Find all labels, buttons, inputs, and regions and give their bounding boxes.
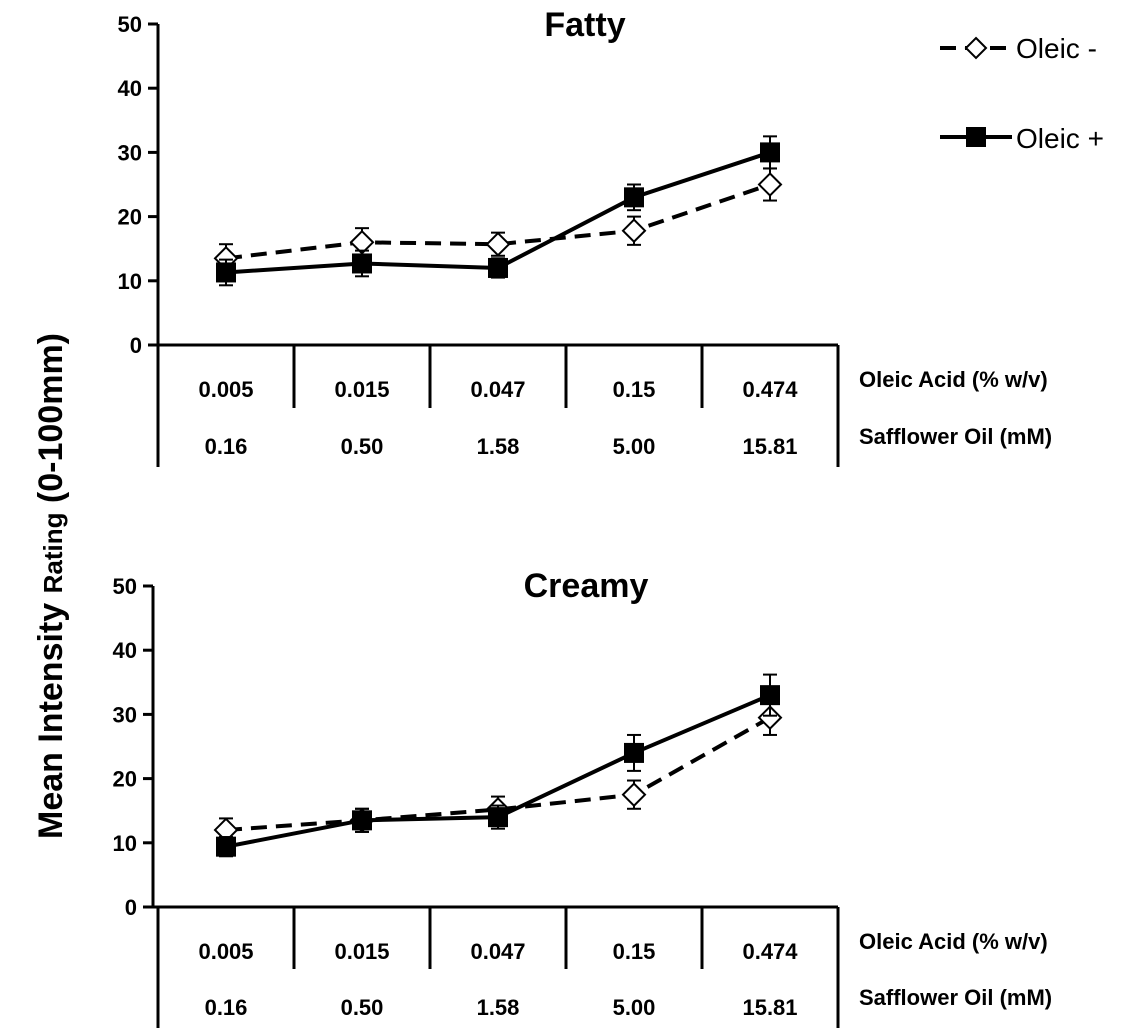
creamy-panel: Creamy 0 10 20 30 40 50 0.005 0.015 0.047 0.15 0.47…: [113, 567, 1052, 1028]
y-tick-label: 0: [130, 333, 142, 358]
y-tick-label: 0: [125, 895, 137, 920]
data-point-oleic-plus: [760, 142, 780, 163]
category-label: 0.16: [205, 434, 248, 459]
legend-marker-oleic-plus: [966, 127, 986, 147]
y-axis-title: Mean Intensity Rating (0-100mm): [32, 333, 70, 839]
data-point-oleic-plus: [216, 836, 236, 857]
data-point-oleic-plus: [352, 810, 372, 831]
fatty-panel: Fatty 0 10 20 30 40 50 0.005 0.015 0.047 0.15 0.474…: [118, 6, 1052, 467]
category-label: 0.474: [742, 939, 798, 964]
category-label: 5.00: [613, 995, 656, 1020]
category-row-label: Safflower Oil (mM): [859, 985, 1052, 1010]
y-tick-label: 40: [118, 76, 142, 101]
legend-item-oleic-plus: Oleic +: [940, 123, 1104, 154]
y-tick-label: 20: [118, 205, 142, 230]
category-label: 0.15: [613, 939, 656, 964]
category-label: 15.81: [742, 434, 797, 459]
y-tick-label: 40: [113, 638, 137, 663]
legend-marker-oleic-minus: [964, 36, 988, 60]
category-label: 0.15: [613, 377, 656, 402]
y-tick-label: 20: [113, 767, 137, 792]
y-tick-label: 10: [113, 831, 137, 856]
category-label: 15.81: [742, 995, 797, 1020]
legend-item-oleic-minus: Oleic -: [940, 33, 1097, 64]
data-point-oleic-plus: [624, 742, 644, 763]
y-tick-label: 50: [113, 574, 137, 599]
legend-label-oleic-minus: Oleic -: [1016, 33, 1097, 64]
category-label: 0.015: [334, 939, 389, 964]
chart-title: Creamy: [524, 567, 649, 605]
y-tick-label: 30: [118, 140, 142, 165]
data-point-oleic-plus: [624, 187, 644, 208]
category-label: 0.015: [334, 377, 389, 402]
category-row-label: Oleic Acid (% w/v): [859, 367, 1048, 392]
data-point-oleic-plus: [352, 253, 372, 274]
category-label: 0.005: [198, 377, 253, 402]
category-label: 0.50: [341, 995, 384, 1020]
y-axis-title-main: Mean Intensity: [32, 593, 70, 839]
data-point-oleic-plus: [488, 257, 508, 278]
y-axis-title-range: (0-100mm): [32, 333, 70, 513]
data-point-oleic-minus: [485, 231, 511, 257]
category-label: 1.58: [477, 434, 520, 459]
legend: Oleic - Oleic +: [940, 33, 1104, 154]
series-line-oleic-minus: [225, 715, 771, 832]
category-row-label: Safflower Oil (mM): [859, 424, 1052, 449]
data-point-oleic-plus: [760, 685, 780, 706]
category-label: 0.047: [470, 939, 525, 964]
data-point-oleic-minus: [757, 705, 783, 731]
y-tick-label: 50: [118, 12, 142, 37]
category-label: 0.005: [198, 939, 253, 964]
y-tick-label: 30: [113, 702, 137, 727]
data-point-oleic-minus: [621, 782, 647, 808]
category-label: 0.474: [742, 377, 798, 402]
legend-label-oleic-plus: Oleic +: [1016, 123, 1104, 154]
data-point-oleic-plus: [488, 807, 508, 828]
category-label: 1.58: [477, 995, 520, 1020]
data-point-oleic-minus: [757, 172, 783, 197]
series-line-oleic-minus: [225, 182, 771, 261]
category-label: 0.50: [341, 434, 384, 459]
category-label: 0.047: [470, 377, 525, 402]
data-point-oleic-plus: [216, 262, 236, 283]
category-label: 5.00: [613, 434, 656, 459]
data-point-oleic-minus: [621, 218, 647, 244]
y-axis-title-rating: Rating: [38, 513, 68, 594]
category-label: 0.16: [205, 995, 248, 1020]
category-row-label: Oleic Acid (% w/v): [859, 929, 1048, 954]
y-tick-label: 10: [118, 269, 142, 294]
chart-title: Fatty: [544, 6, 625, 44]
